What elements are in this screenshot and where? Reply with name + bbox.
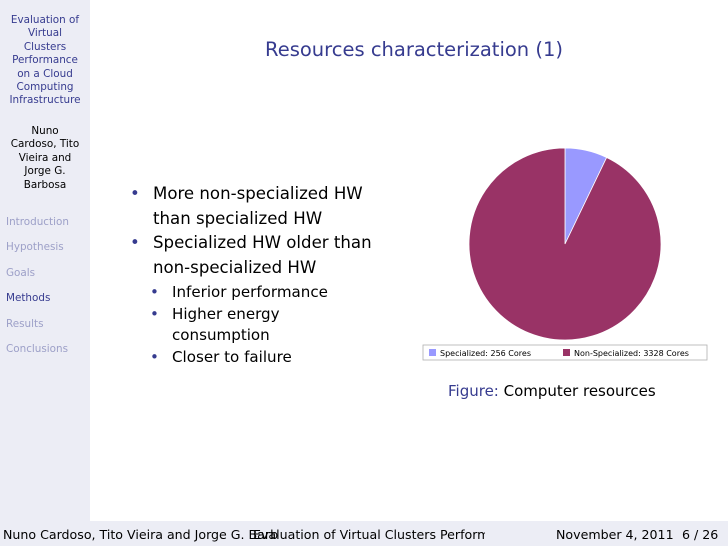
pie-chart: Specialized: 256 Cores Non-Specialized: 3… bbox=[422, 147, 708, 361]
sub-bullet-list: • Inferior performance • Higher energy c… bbox=[128, 282, 418, 368]
figure-label: Figure: bbox=[448, 382, 499, 400]
sidebar-presentation-title[interactable]: Evaluation of Virtual Clusters Performan… bbox=[2, 14, 88, 108]
sidebar-author-line: Jorge G. bbox=[24, 165, 66, 178]
sub-bullet-text-line: Higher energy bbox=[172, 304, 280, 323]
bullet-dot: • bbox=[130, 184, 140, 203]
sub-bullet-item: • Higher energy consumption bbox=[128, 304, 418, 347]
footer-authors: Nuno Cardoso, Tito Vieira and Jorge G. B… bbox=[3, 527, 279, 542]
sidebar-title-line: Evaluation of bbox=[10, 14, 80, 26]
legend-label-0: Specialized: 256 Cores bbox=[440, 349, 531, 358]
nav-item-methods[interactable]: Methods bbox=[6, 292, 51, 305]
bullet-item: • More non-specialized HW than specializ… bbox=[128, 182, 418, 231]
sidebar-author-line: Nuno bbox=[31, 125, 59, 137]
nav-item-goals[interactable]: Goals bbox=[6, 266, 36, 279]
sub-bullet-item: • Inferior performance bbox=[128, 282, 418, 304]
sub-bullet-text-line: consumption bbox=[172, 326, 270, 344]
bullet-item: • Specialized HW older than non-speciali… bbox=[128, 231, 418, 280]
figure-caption-text: Computer resources bbox=[503, 382, 656, 400]
legend-swatch-1 bbox=[563, 349, 570, 356]
bullet-text-line: Specialized HW older than bbox=[153, 233, 372, 252]
sidebar-author-line: Barbosa bbox=[23, 178, 67, 191]
bullet-list: • More non-specialized HW than specializ… bbox=[128, 182, 418, 368]
footer-title: Evaluation of Virtual Clusters Performan… bbox=[253, 527, 485, 542]
sidebar-author-line: Vieira and bbox=[18, 151, 72, 164]
sub-bullet-text-line: Inferior performance bbox=[172, 283, 328, 301]
sub-bullet-dot: • bbox=[150, 347, 159, 366]
sub-bullet-dot: • bbox=[150, 304, 159, 323]
legend-swatch-0 bbox=[429, 349, 436, 356]
sub-bullet-dot: • bbox=[150, 283, 159, 301]
nav-item-conclusions[interactable]: Conclusions bbox=[6, 342, 69, 355]
slide-title: Resources characterization (1) bbox=[265, 38, 563, 61]
figure-caption: Figure: Computer resources bbox=[448, 382, 656, 400]
sidebar-title-line: Infrastructure bbox=[9, 94, 81, 107]
sidebar-title-line: Performance bbox=[12, 54, 78, 67]
sidebar-title-line: Virtual bbox=[28, 27, 62, 40]
nav-item-hypothesis[interactable]: Hypothesis bbox=[6, 241, 64, 254]
footer-page-number: 6 / 26 bbox=[682, 527, 719, 542]
sidebar-title-line: Clusters bbox=[23, 40, 67, 53]
nav-item-introduction[interactable]: Introduction bbox=[6, 216, 69, 228]
legend-label-1: Non-Specialized: 3328 Cores bbox=[574, 349, 689, 358]
bullet-text-line: non-specialized HW bbox=[153, 257, 317, 277]
footer-bar: Nuno Cardoso, Tito Vieira and Jorge G. B… bbox=[0, 521, 728, 546]
sub-bullet-text-line: Closer to failure bbox=[172, 347, 292, 366]
sidebar-title-line: Computing bbox=[16, 81, 74, 94]
sidebar-author-line: Cardoso, Tito bbox=[10, 138, 80, 151]
bullet-dot: • bbox=[130, 233, 140, 252]
section-nav: Introduction Hypothesis Goals Methods Re… bbox=[6, 214, 69, 366]
bullet-text-line: than specialized HW bbox=[153, 208, 323, 228]
sidebar-title-line: on a Cloud bbox=[17, 67, 73, 80]
sidebar-authors: Nuno Cardoso, Tito Vieira and Jorge G. B… bbox=[2, 125, 88, 192]
bullet-text-line: More non-specialized HW bbox=[153, 184, 363, 203]
pie-slice-1 bbox=[468, 147, 662, 341]
sub-bullet-item: • Closer to failure bbox=[128, 347, 418, 369]
footer-date: November 4, 2011 bbox=[556, 527, 674, 542]
nav-item-results[interactable]: Results bbox=[6, 317, 44, 330]
sidebar: Evaluation of Virtual Clusters Performan… bbox=[0, 0, 90, 521]
